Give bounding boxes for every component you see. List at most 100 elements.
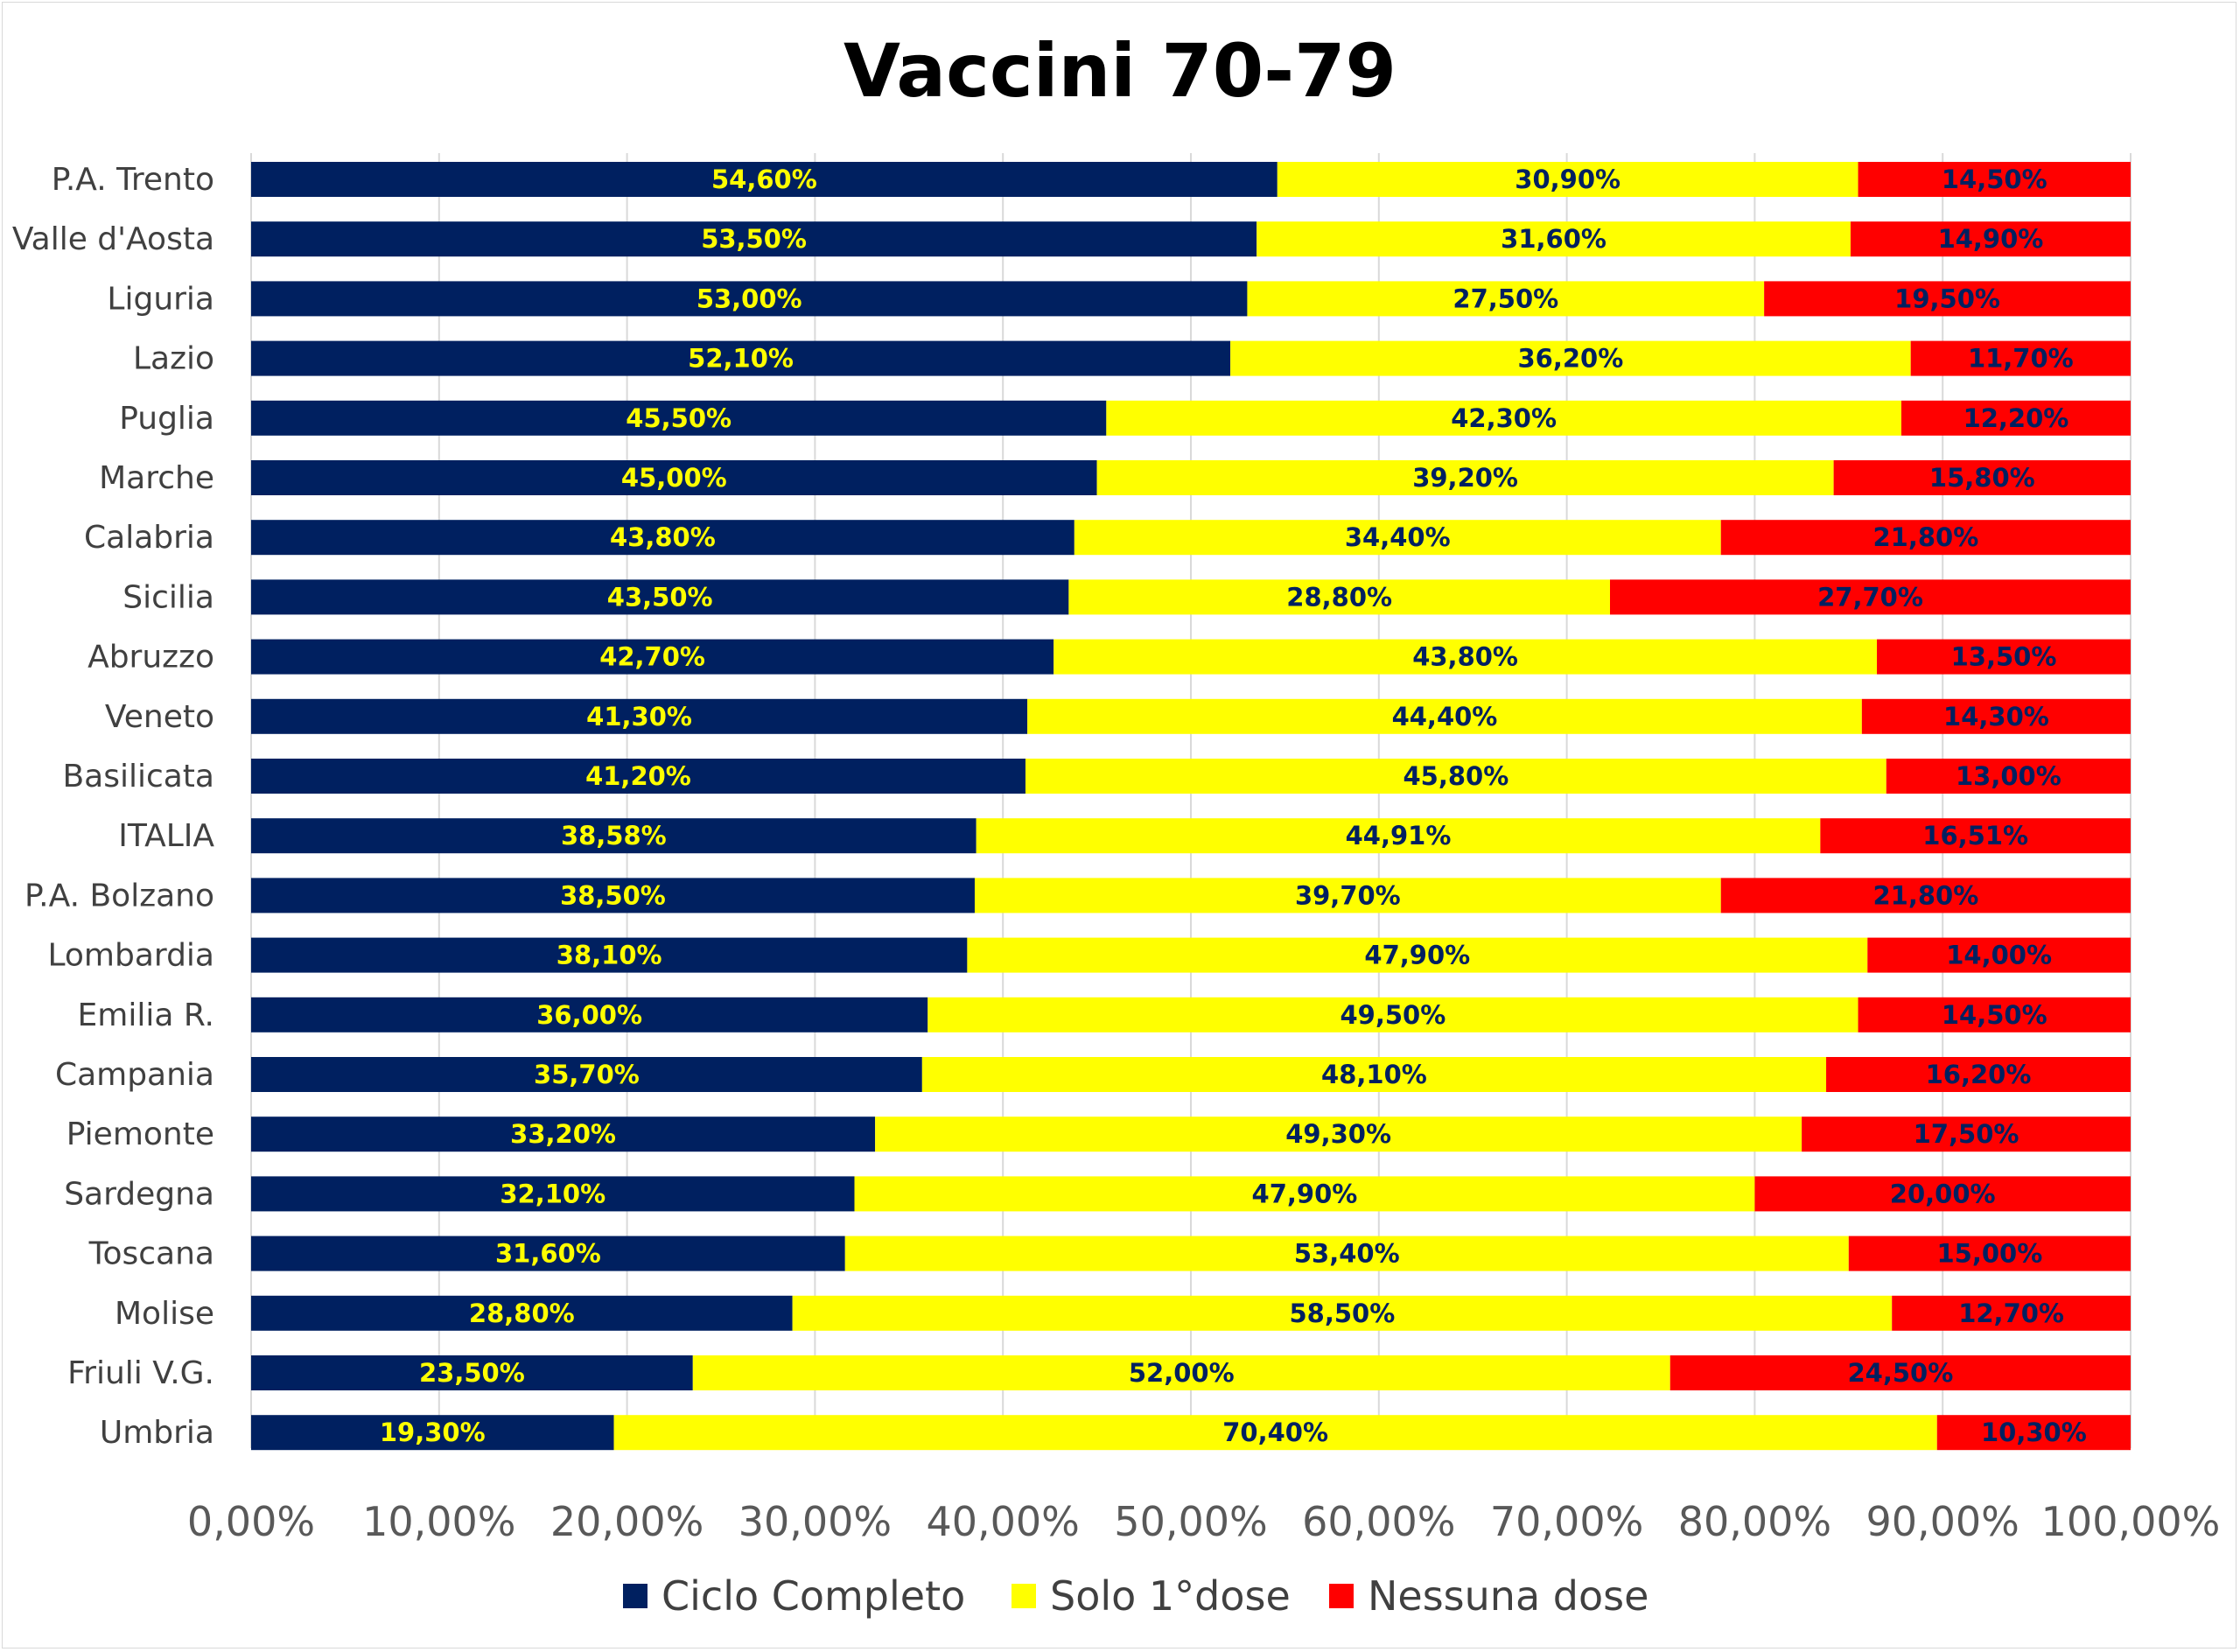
x-axis-ticks: 0,00% 10,00% 20,00% 30,00% 40,00% 50,00% 60,00…	[187, 1498, 2220, 1545]
data-label: 49,30%	[1285, 1119, 1391, 1149]
bar-segment	[1230, 340, 1911, 376]
legend-label: Solo 1°dose	[1050, 1572, 1291, 1620]
data-label: 16,51%	[1922, 821, 2028, 850]
bar-segment	[1068, 579, 1611, 615]
data-label: 53,50%	[701, 224, 807, 254]
bar-segment	[1025, 759, 1886, 794]
bar-segment	[1764, 281, 2131, 317]
bar-segment	[976, 818, 1821, 854]
tick-label: 100,00%	[2041, 1498, 2221, 1545]
category-label: Calabria	[84, 520, 214, 556]
category-label: Sicilia	[122, 579, 214, 615]
category-label: Sardegna	[64, 1176, 214, 1212]
data-label: 39,20%	[1412, 463, 1518, 493]
tick-label: 0,00%	[187, 1498, 315, 1545]
bar-segment	[251, 1057, 922, 1092]
bar-segment	[1861, 698, 2131, 734]
bar-segment	[1850, 221, 2131, 257]
bar-segment	[1877, 639, 2131, 675]
data-label: 27,70%	[1817, 582, 1923, 612]
bar-segment	[251, 639, 1054, 675]
bar-segment	[692, 1355, 1670, 1390]
data-label: 13,00%	[1956, 761, 2062, 791]
data-label: 12,20%	[1964, 403, 2069, 433]
data-label: 38,50%	[560, 880, 666, 910]
data-label: 24,50%	[1847, 1358, 1953, 1388]
bar-segment	[974, 878, 1721, 914]
category-label: Molise	[115, 1296, 214, 1332]
category-label: Liguria	[107, 281, 214, 317]
data-label: 33,20%	[510, 1119, 616, 1149]
bar-segment	[251, 1116, 876, 1152]
legend-label: Ciclo Completo	[662, 1572, 965, 1620]
data-label: 14,00%	[1946, 941, 2052, 970]
data-label: 11,70%	[1968, 344, 2074, 374]
data-label: 21,80%	[1872, 522, 1978, 552]
data-label: 34,40%	[1345, 522, 1451, 552]
data-label: 41,30%	[586, 702, 692, 732]
bar-segment	[251, 818, 976, 854]
data-label: 31,60%	[1501, 224, 1606, 254]
bar-segment	[251, 162, 1278, 197]
data-label: 36,20%	[1517, 344, 1623, 374]
bar-segment	[251, 1295, 793, 1331]
bar-segment	[1820, 818, 2131, 854]
data-label: 47,90%	[1252, 1179, 1358, 1208]
category-label: P.A. Trento	[52, 162, 214, 198]
data-label: 20,00%	[1890, 1179, 1996, 1208]
data-label: 43,50%	[607, 582, 713, 612]
bar-segment	[251, 759, 1026, 794]
data-label: 52,00%	[1129, 1358, 1235, 1388]
data-label: 38,10%	[556, 941, 662, 970]
bar-segment	[251, 221, 1257, 257]
bar-segment	[967, 937, 1868, 973]
data-label: 30,90%	[1515, 164, 1620, 194]
data-label: 43,80%	[1412, 642, 1518, 672]
tick-label: 40,00%	[926, 1498, 1079, 1545]
data-label: 53,40%	[1294, 1239, 1400, 1269]
bar-segment	[1074, 520, 1721, 556]
data-label: 16,20%	[1926, 1060, 2032, 1089]
bar-segment	[251, 698, 1028, 734]
bar-segment	[1892, 1295, 2131, 1331]
data-label: 19,30%	[380, 1418, 486, 1447]
data-label: 45,00%	[621, 463, 727, 493]
data-label: 44,91%	[1346, 821, 1452, 850]
bar-segment	[1027, 698, 1862, 734]
data-label: 52,10%	[688, 344, 794, 374]
bar-segment	[251, 1236, 845, 1271]
data-label: 54,60%	[711, 164, 817, 194]
category-label: Piemonte	[66, 1116, 214, 1152]
bar-segment	[1054, 639, 1878, 675]
bar-segment	[251, 400, 1107, 436]
bar-segment	[844, 1236, 1849, 1271]
bar-segment	[251, 1355, 693, 1390]
bar-segment	[1900, 400, 2131, 436]
bar-segment	[251, 460, 1097, 495]
bar-segment	[1754, 1176, 2131, 1212]
tick-label: 70,00%	[1490, 1498, 1643, 1545]
bar-segment	[251, 281, 1248, 317]
data-label: 45,80%	[1403, 761, 1508, 791]
bar-segment	[1833, 460, 2131, 495]
bar-segment	[251, 520, 1074, 556]
tick-label: 50,00%	[1114, 1498, 1267, 1545]
category-label: Basilicata	[62, 759, 214, 794]
data-label: 12,70%	[1958, 1298, 2064, 1328]
bar-segment	[251, 579, 1069, 615]
data-label: 45,50%	[626, 403, 732, 433]
category-label: Campania	[55, 1057, 214, 1093]
bar-segment	[1720, 878, 2131, 914]
data-label: 14,90%	[1938, 224, 2044, 254]
bar-segment	[1106, 400, 1901, 436]
tick-label: 60,00%	[1302, 1498, 1455, 1545]
data-label: 36,00%	[536, 1000, 642, 1030]
category-labels: P.A. Trento Valle d'Aosta Liguria Lazio Pugl…	[12, 162, 215, 1451]
bars: 54,60% 30,90% 14,50% 53,50% 31,60% 14,90% 53,0…	[251, 162, 2131, 1451]
data-label: 17,50%	[1914, 1119, 2020, 1149]
bar-segment	[1720, 520, 2131, 556]
bar-segment	[928, 997, 1858, 1032]
bar-segment	[251, 1176, 855, 1212]
category-label: ITALIA	[118, 818, 214, 854]
